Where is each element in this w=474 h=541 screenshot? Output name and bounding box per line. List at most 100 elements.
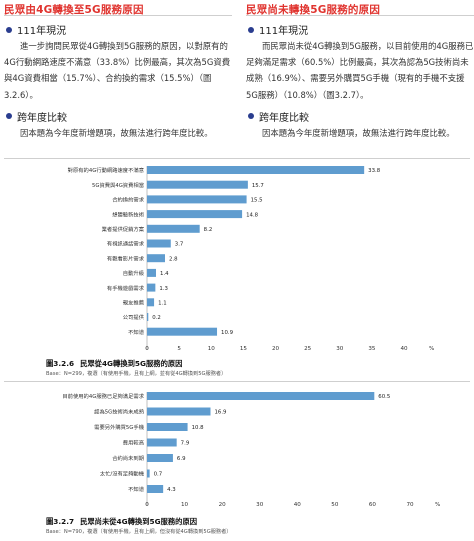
chart1-caption: 圖3.2.6 民眾從4G轉換到5G服務的原因 — [46, 359, 182, 369]
left-subheading-compare-label: 跨年度比較 — [17, 112, 67, 124]
chart2-x-tick: 0 — [145, 502, 149, 508]
chart1-value-label: 15.7 — [252, 183, 264, 189]
right-subheading-compare: 跨年度比較 — [246, 109, 474, 124]
chart1-bar — [147, 180, 248, 189]
chart2-caption-title: 民眾尚未從4G轉換到5G服務的原因 — [80, 517, 198, 526]
chart2-x-tick: 70 — [406, 502, 414, 508]
chart1-category-label: 對原有的4G行動網路速度不滿意 — [68, 166, 144, 174]
chart2-value-label: 7.9 — [181, 441, 190, 447]
chart1-bar — [147, 166, 365, 174]
chart1-x-tick: 40 — [400, 346, 408, 352]
chart1-category-label: 5G資費與4G資費相當 — [92, 181, 144, 189]
chart2-category-label: 合約尚未到期 — [112, 454, 144, 462]
chart1-bar — [147, 210, 243, 219]
chart2-category-label: 目前使用的4G服務已足夠滿足需求 — [62, 392, 144, 400]
chart1-bar — [147, 239, 171, 248]
chart1-bar — [147, 195, 247, 204]
chart2-bar — [147, 392, 375, 400]
chart1-bar — [147, 327, 218, 336]
chart1-caption-number: 圖3.2.6 — [46, 359, 75, 368]
chart1-value-label: 15.5 — [251, 198, 263, 204]
chart2-caption: 圖3.2.7 民眾尚未從4G轉換到5G服務的原因 — [46, 517, 197, 527]
chart1-category-label: 親友推薦 — [123, 299, 144, 307]
left-column: 民眾由4G轉換至5G服務原因 111年現況 進一步詢問民眾從4G轉換到5G服務的… — [4, 0, 232, 141]
bullet-icon — [248, 113, 254, 120]
chart2-bar — [147, 454, 173, 462]
chart2-bar — [147, 485, 164, 493]
chart2-bar — [147, 469, 150, 478]
chart1-category-label: 不知道 — [128, 328, 145, 336]
chart1-note: Base：N=299，複選（有使用手機，且有上網，並有從4G轉換到5G服務者） — [46, 371, 227, 377]
left-paragraph-current: 進一步詢問民眾從4G轉換到5G服務的原因，以對原有的4G行動網路速度不滿意（33… — [4, 41, 231, 100]
chart1-bar — [147, 254, 165, 263]
chart1-bar — [147, 298, 155, 307]
chart1-unit-label: % — [429, 346, 434, 352]
chart1-value-label: 14.8 — [246, 212, 259, 218]
chart1-bar — [147, 268, 156, 277]
right-subheading-current-label: 111年現況 — [259, 26, 309, 37]
chart1-category-label: 公司提供 — [123, 313, 145, 321]
chart2-category-label: 認為5G技術尚未成熟 — [94, 408, 145, 416]
chart2-bar — [147, 423, 188, 431]
chart1-value-label: 2.8 — [169, 256, 178, 262]
bullet-icon — [6, 26, 12, 33]
chart2-bar — [147, 438, 177, 447]
chart1-category-label: 合約換約需求 — [112, 196, 144, 204]
chart1-value-label: 1.4 — [160, 271, 169, 277]
bullet-icon — [6, 113, 12, 120]
chart2-x-tick: 40 — [294, 502, 302, 508]
chart1-x-tick: 20 — [272, 346, 280, 352]
chart2-x-tick: 60 — [369, 502, 377, 508]
left-subheading-current-label: 111年現況 — [17, 26, 67, 37]
chart2-value-label: 60.5 — [378, 394, 390, 400]
chart1-category-label: 自動升級 — [123, 269, 145, 277]
chart1-value-label: 1.3 — [159, 286, 168, 292]
chart2-x-tick: 10 — [181, 502, 189, 508]
chart2-note: Base：N=790，複選（有使用手機，且有上網，但沒有從4G轉換到5G服務者） — [46, 529, 232, 535]
chart1-category-label: 想體驗新技術 — [112, 210, 144, 218]
chart1-bar — [147, 224, 200, 233]
chart1-value-label: 8.2 — [204, 227, 213, 233]
chart1-value-label: 0.2 — [152, 315, 161, 321]
chart1-value-label: 3.7 — [175, 242, 184, 248]
chart1-category-label: 有視訊通話需求 — [107, 240, 145, 248]
chart2-category-label: 費用較高 — [123, 439, 144, 447]
chart2-value-label: 10.8 — [192, 425, 205, 431]
chart2-x-tick: 30 — [256, 502, 264, 508]
chart1-category-label: 有觀看影片需求 — [107, 254, 145, 262]
chart2-category-label: 不知道 — [128, 485, 145, 493]
right-paragraph-current: 而民眾尚未從4G轉換到5G服務，以目前使用的4G服務已足夠滿足需求（60.5%）… — [246, 41, 474, 100]
chart1-category-label: 業者提供促銷方案 — [102, 225, 145, 233]
chart1-value-label: 1.1 — [158, 301, 167, 307]
chart1-caption-title: 民眾從4G轉換到5G服務的原因 — [80, 359, 183, 368]
chart1-bar — [147, 283, 156, 292]
chart1-x-tick: 5 — [177, 346, 181, 352]
right-column: 民眾尚未轉換5G服務的原因 111年現況 而民眾尚未從4G轉換到5G服務，以目前… — [246, 0, 474, 141]
chart1-x-tick: 15 — [240, 346, 248, 352]
left-subheading-compare: 跨年度比較 — [4, 109, 232, 124]
chart2-x-tick: 20 — [219, 502, 227, 508]
chart2-value-label: 16.9 — [214, 410, 227, 416]
chart2-category-label: 需要另外購買5G手機 — [94, 423, 145, 431]
chart2-value-label: 6.9 — [177, 456, 186, 462]
chart1-value-label: 33.8 — [368, 168, 381, 174]
left-paragraph-compare: 因本題為今年度新增題項，故無法進行跨年度比較。 — [20, 127, 213, 138]
chart2-unit-label: % — [435, 502, 440, 508]
chart1-x-tick: 0 — [145, 346, 149, 352]
chart2-caption-number: 圖3.2.7 — [46, 517, 75, 526]
chart2-category-label: 太忙/沒有足夠動機 — [100, 470, 145, 478]
chart1-value-label: 10.9 — [221, 330, 234, 336]
right-paragraph-compare: 因本題為今年度新增題項，故無法進行跨年度比較。 — [262, 127, 455, 138]
right-subheading-current: 111年現況 — [246, 22, 474, 37]
chart2-bar — [147, 407, 211, 416]
chart1-x-tick: 25 — [304, 346, 312, 352]
right-subheading-compare-label: 跨年度比較 — [259, 112, 309, 124]
chart2-x-tick: 50 — [331, 502, 339, 508]
chart1-category-label: 有手機遊戲需求 — [107, 284, 145, 292]
chart2-value-label: 4.3 — [167, 487, 176, 493]
chart1-x-tick: 10 — [208, 346, 216, 352]
chart1-bar — [147, 313, 149, 321]
left-section-title: 民眾由4G轉換至5G服務原因 — [4, 0, 232, 16]
right-section-title: 民眾尚未轉換5G服務的原因 — [246, 0, 474, 16]
